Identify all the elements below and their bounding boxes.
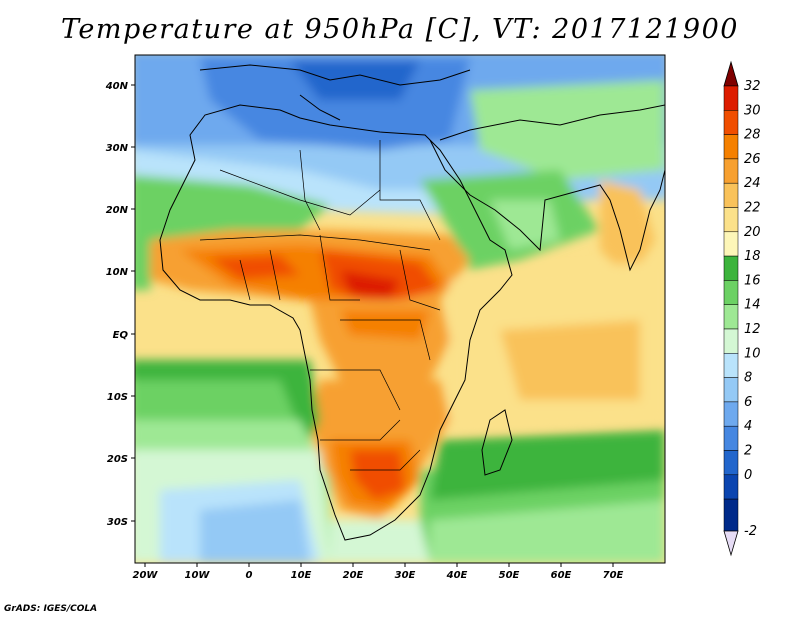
colorbar-label-10: 10 (744, 346, 761, 361)
lon-label-30e: 30E (395, 570, 416, 581)
lon-label-20e: 20E (343, 570, 364, 581)
lat-label-40n: 40N (105, 81, 129, 92)
colorbar-label-12: 12 (744, 322, 761, 337)
colorbar-label-2: 2 (744, 444, 752, 459)
colorbar-swatch-16 (723, 450, 739, 476)
colorbar-swatch-7 (723, 231, 739, 257)
lat-label-20n: 20N (106, 205, 129, 216)
colorbar-label-24: 24 (744, 176, 761, 191)
colorbar-swatch-3 (723, 134, 739, 160)
colorbar-label-16: 16 (744, 273, 761, 288)
colorbar-label-4: 4 (744, 419, 752, 434)
lon-label-20w: 20W (133, 570, 159, 581)
lat-label-10s: 10S (107, 392, 128, 403)
temperature-field (135, 55, 665, 563)
lon-label-40e: 40E (446, 570, 468, 581)
colorbar-label-0: 0 (744, 468, 752, 483)
colorbar-swatch-5 (723, 182, 739, 208)
lon-label-10e: 10E (291, 570, 312, 581)
lon-label-10w: 10W (185, 570, 211, 581)
colorbar-swatch-15 (723, 425, 739, 451)
map-frame (134, 54, 666, 564)
colorbar-swatch-6 (723, 207, 739, 233)
lon-label-60e: 60E (551, 570, 572, 581)
colorbar-top-arrow (723, 60, 739, 87)
colorbar-swatch-13 (723, 377, 739, 403)
colorbar-label-30: 30 (744, 103, 761, 118)
credit-text: GrADS: IGES/COLA (4, 604, 98, 614)
lon-label-50e: 50E (499, 570, 520, 581)
lat-label-10n: 10N (106, 267, 129, 278)
colorbar-swatch-4 (723, 158, 739, 184)
colorbar-label-6: 6 (744, 395, 752, 410)
country-borders (199, 140, 441, 471)
longitude-axis: 20W 10W 0 10E 20E 30E 40E 50E 60E 70E (133, 563, 624, 581)
colorbar-swatch-17 (723, 474, 739, 500)
colorbar-swatch-1 (723, 85, 739, 111)
latitude-axis: 40N 30N 20N 10N EQ 10S 20S 30S (105, 81, 135, 528)
colorbar-swatch-18 (723, 498, 739, 532)
colorbar-label-22: 22 (744, 201, 761, 216)
lat-label-30n: 30N (106, 143, 129, 154)
colorbar-label-14: 14 (744, 298, 761, 313)
colorbar-label-28: 28 (744, 128, 761, 143)
lat-label-30s: 30S (107, 517, 128, 528)
map-title: Temperature at 950hPa [C], VT: 201712190… (61, 14, 739, 45)
colorbar-label-26: 26 (744, 152, 761, 167)
colorbar-swatch-2 (723, 110, 739, 135)
colorbar-swatch-12 (723, 353, 739, 378)
coastlines (159, 64, 665, 541)
colorbar-swatch-14 (723, 401, 739, 427)
colorbar-swatch-11 (723, 328, 739, 354)
colorbar-swatch-10 (723, 304, 739, 330)
colorbar-label-20: 20 (744, 225, 761, 240)
lon-label-0: 0 (246, 570, 253, 581)
colorbar-swatch-8 (723, 255, 739, 281)
lon-label-70e: 70E (603, 570, 624, 581)
colorbar: 32 30 28 26 24 22 20 18 16 14 12 10 8 6 … (723, 60, 761, 557)
colorbar-label-32: 32 (744, 79, 761, 94)
lat-label-20s: 20S (107, 454, 128, 465)
colorbar-swatch-9 (723, 280, 739, 305)
lat-label-eq: EQ (113, 330, 129, 341)
colorbar-bottom-arrow (723, 530, 739, 557)
colorbar-label-minus-2: -2 (744, 524, 757, 539)
colorbar-label-8: 8 (744, 371, 752, 386)
colorbar-label-18: 18 (744, 249, 761, 264)
